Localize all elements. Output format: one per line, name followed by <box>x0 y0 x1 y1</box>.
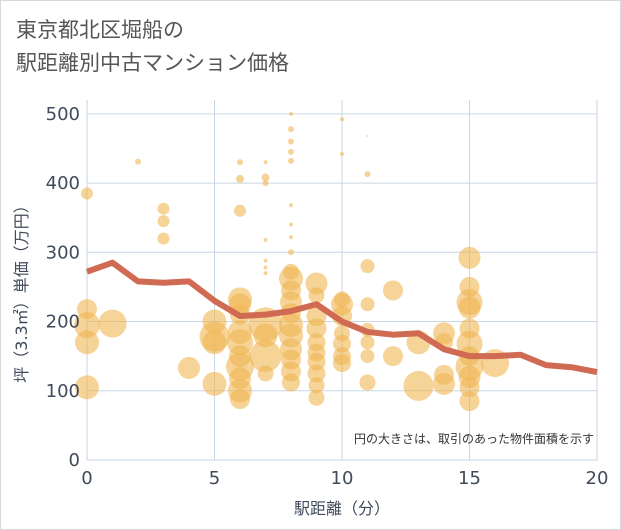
y-axis-label: 坪（3.3㎡）単価（万円） <box>12 197 31 382</box>
data-point <box>230 389 250 410</box>
y-tick-label: 0 <box>69 450 80 471</box>
data-point <box>308 287 325 304</box>
data-point <box>289 235 293 240</box>
data-point <box>262 180 269 187</box>
data-point <box>308 377 325 394</box>
data-point <box>403 370 434 401</box>
data-point <box>459 391 480 412</box>
data-point <box>74 312 100 338</box>
data-point <box>360 297 375 312</box>
x-tick-label: 10 <box>331 468 354 489</box>
data-point <box>202 330 227 355</box>
data-point <box>359 374 376 391</box>
data-point <box>340 117 344 122</box>
data-point <box>75 375 99 400</box>
data-point <box>263 265 268 270</box>
data-point <box>366 135 369 137</box>
data-point <box>257 365 274 382</box>
data-point <box>237 159 243 166</box>
data-point <box>360 349 375 364</box>
data-point <box>308 389 325 406</box>
data-point <box>135 158 141 165</box>
data-point <box>263 258 268 263</box>
data-point <box>333 334 351 353</box>
x-tick-label: 20 <box>586 468 609 489</box>
data-point <box>360 335 375 350</box>
data-point <box>98 309 127 338</box>
data-point <box>202 371 227 396</box>
data-point <box>383 346 403 367</box>
data-points <box>74 111 509 412</box>
data-point <box>234 204 246 217</box>
data-point <box>288 126 294 133</box>
y-tick-label: 100 <box>46 381 80 402</box>
data-point <box>289 222 293 227</box>
data-point <box>288 138 294 145</box>
x-axis-label: 駅距離（分） <box>294 499 390 518</box>
data-point <box>289 203 293 208</box>
data-point <box>458 246 481 269</box>
data-point <box>458 296 481 319</box>
data-point <box>459 377 480 398</box>
data-point <box>289 111 293 116</box>
data-point <box>307 364 326 383</box>
data-point <box>333 354 351 373</box>
data-point <box>306 318 327 339</box>
y-tick-label: 400 <box>46 173 80 194</box>
chart-title: 東京都北区堀船の 駅距離別中古マンション価格 <box>16 14 289 80</box>
chart-title-line-1: 東京都北区堀船の <box>16 18 184 42</box>
data-point <box>383 280 403 301</box>
y-tick-label: 200 <box>46 312 80 333</box>
data-point <box>288 157 294 164</box>
data-point <box>249 340 282 373</box>
data-point <box>288 148 294 155</box>
data-point <box>263 237 268 242</box>
x-tick-label: 5 <box>209 468 220 489</box>
data-point <box>81 187 93 200</box>
data-point <box>157 232 170 245</box>
data-point <box>263 160 268 165</box>
data-point <box>364 171 371 178</box>
y-tick-label: 500 <box>46 104 80 125</box>
x-tick-label: 15 <box>458 468 481 489</box>
chart-title-line-2: 駅距離別中古マンション価格 <box>16 51 289 75</box>
trend-line <box>86 259 598 376</box>
data-point <box>157 215 170 228</box>
data-point <box>340 152 344 156</box>
data-point <box>263 271 268 276</box>
data-point <box>75 330 99 355</box>
data-point <box>157 202 170 215</box>
size-legend-note: 円の大きさは、取引のあった物件面積を示す <box>354 431 594 446</box>
data-point <box>360 259 375 274</box>
data-point <box>305 272 328 295</box>
y-tick-label: 300 <box>46 242 80 263</box>
data-point <box>282 373 300 392</box>
data-point <box>288 249 294 256</box>
data-point <box>236 174 244 183</box>
data-point <box>433 372 455 395</box>
x-tick-label: 0 <box>81 468 92 489</box>
data-point <box>178 356 200 379</box>
data-point <box>261 173 270 182</box>
